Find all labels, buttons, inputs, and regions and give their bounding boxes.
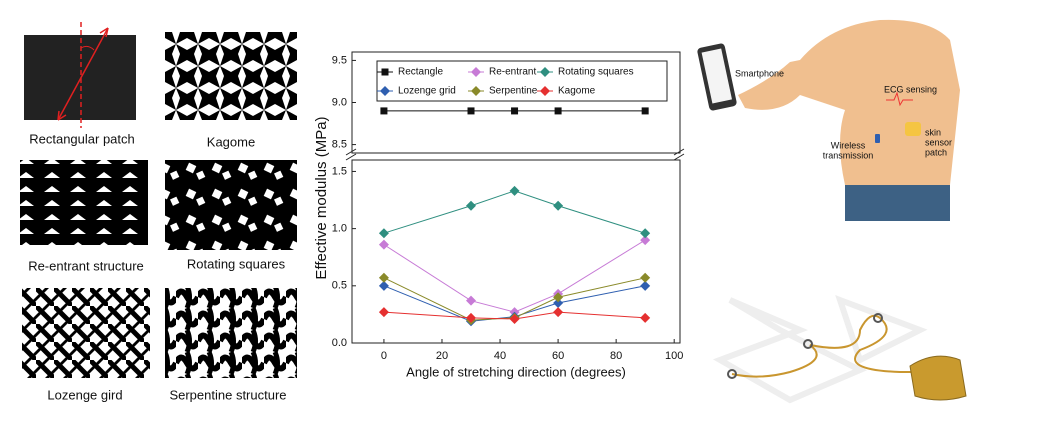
electrode	[873, 313, 883, 323]
illustration-label: ECG sensing	[884, 84, 937, 94]
illustration-label: skin	[925, 127, 941, 137]
legend-marker	[380, 86, 390, 96]
legend-box	[376, 60, 668, 102]
legend-label: Serpentine	[489, 86, 538, 97]
caption: Re-entrant structure	[28, 258, 144, 273]
y-tick-label: 9.5	[332, 54, 347, 66]
pattern-panels: Rectangular patch Kagome Re-entrant stru…	[20, 22, 297, 402]
electrode	[727, 369, 737, 379]
y-tick-label: 0.5	[332, 280, 347, 292]
legend-label: Lozenge grid	[398, 86, 456, 97]
marker	[553, 307, 564, 318]
caption: Serpentine structure	[169, 387, 286, 402]
torso	[738, 19, 960, 186]
marker	[554, 107, 562, 115]
marker	[378, 307, 389, 318]
y-tick-label: 1.5	[332, 165, 347, 177]
marker	[509, 185, 520, 196]
marker	[466, 200, 477, 211]
y-tick-label: 8.5	[332, 138, 347, 150]
caption: Rotating squares	[187, 256, 286, 271]
legend-label: Kagome	[558, 86, 596, 97]
marker	[553, 292, 564, 303]
x-tick-label: 80	[610, 350, 622, 362]
y-axis-title: Effective modulus (MPa)	[313, 116, 330, 279]
electrode	[803, 339, 813, 349]
x-tick-label: 40	[494, 350, 506, 362]
caption: Kagome	[207, 134, 255, 149]
marker	[640, 228, 651, 239]
marker	[641, 107, 649, 115]
bluetooth-icon	[875, 134, 880, 143]
caption: Rectangular patch	[29, 131, 135, 146]
chart: Angle of stretching direction (degrees) …	[313, 51, 685, 379]
legend-label: Rotating squares	[558, 67, 634, 78]
y-tick-label: 9.0	[332, 96, 347, 108]
marker	[640, 280, 651, 291]
marker	[511, 107, 519, 115]
rect-patch	[24, 35, 136, 120]
marker	[378, 239, 389, 250]
serpentine-wire	[731, 314, 915, 378]
phone-screen	[701, 48, 732, 104]
marker	[466, 312, 477, 323]
lower-frame	[351, 159, 681, 344]
marker	[467, 107, 475, 115]
serpentine-pattern	[165, 288, 297, 378]
illustration: Smartphone ECG sensing Wireless transmis…	[697, 19, 967, 404]
legend-marker	[381, 68, 389, 76]
x-tick-label: 60	[552, 350, 564, 362]
arrow-heads	[57, 27, 109, 121]
series-line	[383, 190, 646, 234]
marker	[640, 312, 651, 323]
legend-label: Re-entrant	[489, 67, 536, 78]
gold-patch	[909, 355, 967, 401]
pants	[845, 185, 950, 221]
legend-marker	[540, 86, 550, 96]
caption: Lozenge gird	[47, 387, 122, 402]
marker	[378, 272, 389, 283]
illustration-label: Wireless	[831, 140, 866, 150]
illustration-label: sensor	[925, 137, 952, 147]
marker	[509, 313, 520, 324]
marker	[380, 107, 388, 115]
legend-marker	[540, 67, 550, 77]
background-pattern	[712, 294, 928, 404]
x-tick-label: 100	[665, 350, 683, 362]
marker	[466, 295, 477, 306]
kagome-pattern	[165, 32, 297, 120]
marker	[553, 297, 564, 308]
illustration-label: transmission	[823, 150, 874, 160]
marker	[378, 280, 389, 291]
x-tick-label: 20	[436, 350, 448, 362]
marker	[640, 272, 651, 283]
marker	[640, 235, 651, 246]
stretch-arrow	[57, 27, 109, 121]
illustration-label: patch	[925, 147, 947, 157]
sensor-patch	[905, 122, 921, 136]
ecg-wave	[886, 91, 913, 107]
legend-marker	[471, 86, 481, 96]
legend-label: Rectangle	[398, 67, 443, 78]
y-tick-label: 1.0	[332, 223, 347, 235]
marker	[378, 228, 389, 239]
axis-break	[345, 148, 685, 161]
marker	[553, 200, 564, 211]
lozenge-pattern	[22, 288, 150, 378]
reentrant-pattern	[20, 160, 148, 245]
legend-marker	[471, 67, 481, 77]
angle-arc	[80, 45, 95, 51]
y-tick-label: 0.0	[332, 337, 347, 349]
x-axis-title: Angle of stretching direction (degrees)	[406, 364, 626, 379]
x-tick-label: 0	[381, 350, 387, 362]
rotating-pattern	[165, 160, 297, 250]
illustration-label: Smartphone	[735, 68, 784, 78]
